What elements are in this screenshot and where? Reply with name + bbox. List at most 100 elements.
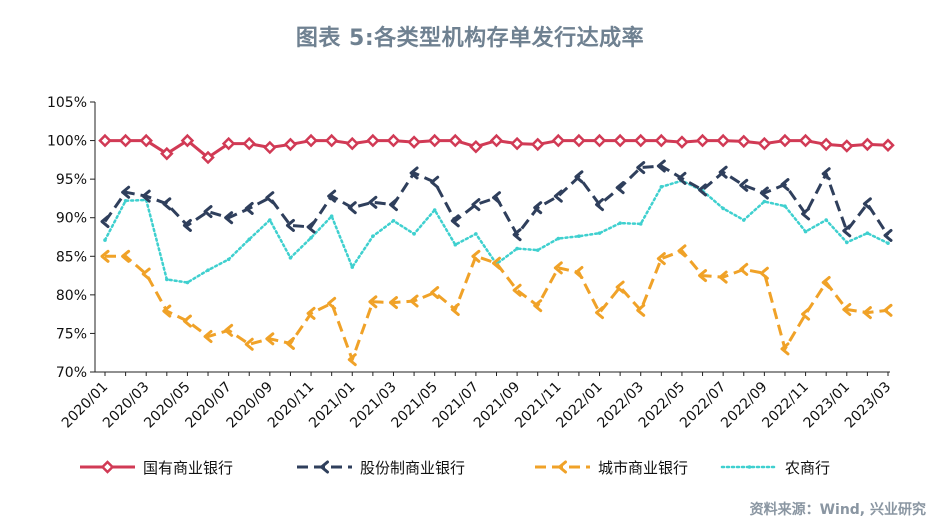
data-point-marker [350, 265, 355, 269]
data-point-marker [698, 269, 708, 283]
data-point-marker [288, 256, 293, 260]
data-point-marker [736, 134, 751, 149]
data-point-marker [535, 248, 540, 252]
data-point-marker [698, 183, 708, 197]
data-point-marker [886, 241, 890, 245]
data-point-marker [824, 218, 828, 222]
data-point-marker [162, 304, 172, 318]
data-point-marker [842, 224, 852, 238]
data-point-marker [783, 204, 787, 208]
data-point-marker [309, 235, 313, 240]
data-point-marker [677, 171, 687, 185]
legend-label: 农商行 [785, 459, 830, 477]
data-point-marker [98, 133, 112, 148]
data-point-marker [865, 231, 870, 235]
series-3 [100, 244, 893, 367]
data-point-marker [263, 140, 277, 155]
data-point-marker [613, 133, 627, 148]
data-point-marker [430, 175, 440, 189]
data-point-marker [203, 205, 213, 219]
data-point-marker [162, 197, 172, 211]
data-point-marker [244, 201, 254, 215]
data-point-marker [721, 206, 725, 211]
data-point-marker [718, 270, 728, 284]
data-point-marker [595, 306, 605, 320]
source-note: 资料来源：Wind, 兴业研究 [749, 502, 926, 518]
data-point-marker [201, 150, 215, 165]
data-point-marker [366, 133, 380, 148]
data-point-marker [123, 198, 128, 203]
data-point-marker [533, 299, 543, 313]
data-point-marker [118, 133, 133, 148]
data-point-marker [391, 219, 396, 223]
data-point-marker [636, 161, 646, 175]
data-point-marker [862, 197, 872, 211]
data-point-marker [618, 221, 622, 225]
y-tick-label: 85% [56, 249, 87, 265]
data-point-marker [347, 353, 357, 367]
legend-item-4: 农商行 [720, 459, 830, 477]
data-point-marker [558, 460, 567, 474]
data-point-marker [739, 262, 749, 276]
data-point-marker [453, 242, 458, 247]
data-point-marker [780, 342, 790, 356]
legend-label: 国有商业银行 [143, 459, 233, 477]
legend-item-3: 城市商业银行 [535, 459, 688, 477]
data-point-marker [860, 137, 875, 152]
data-point-marker [716, 133, 730, 148]
x-tick-label: 2023/03 [842, 379, 894, 431]
data-point-marker [388, 198, 398, 212]
series-2 [100, 159, 893, 242]
data-point-marker [226, 257, 231, 262]
data-point-marker [224, 323, 234, 337]
data-point-marker [320, 460, 329, 474]
data-point-marker [327, 296, 337, 310]
data-point-marker [141, 267, 151, 281]
data-point-marker [574, 265, 584, 279]
data-point-marker [327, 189, 337, 203]
data-point-marker [659, 185, 664, 189]
data-point-marker [530, 137, 545, 152]
data-point-marker [510, 136, 524, 151]
data-point-marker [409, 166, 419, 180]
y-tick-label: 100% [47, 134, 87, 150]
data-point-marker [407, 135, 421, 149]
data-point-marker [427, 133, 442, 148]
data-point-marker [100, 215, 110, 229]
data-point-marker [883, 228, 893, 242]
data-point-marker [821, 167, 831, 181]
data-point-marker [675, 135, 689, 149]
data-point-marker [492, 256, 501, 270]
data-point-marker [780, 178, 790, 192]
data-point-marker [469, 139, 483, 154]
data-point-marker [762, 199, 767, 204]
data-point-marker [695, 133, 710, 148]
data-point-marker [533, 201, 543, 215]
data-point-marker [844, 240, 849, 245]
data-point-marker [329, 214, 334, 218]
data-point-marker [242, 136, 257, 151]
data-point-marker [471, 249, 481, 263]
data-point-marker [409, 294, 419, 308]
data-point-marker [633, 133, 648, 148]
series-1 [98, 133, 895, 165]
data-point-marker [221, 136, 236, 151]
data-point-marker [306, 306, 316, 320]
data-point-marker [430, 286, 440, 300]
chart-title: 图表 5:各类型机构存单发行达成率 [295, 26, 645, 51]
data-point-marker [489, 133, 504, 148]
data-point-marker [247, 237, 252, 242]
legend-label: 股份制商业银行 [360, 459, 465, 477]
data-point-marker [638, 222, 643, 226]
data-point-marker [450, 214, 460, 228]
data-point-marker [412, 232, 416, 236]
data-point-marker [268, 218, 272, 222]
data-point-marker [677, 244, 687, 258]
data-point-marker [551, 133, 566, 148]
data-point-marker [182, 218, 192, 232]
data-point-marker [515, 246, 519, 251]
data-point-marker [492, 191, 501, 205]
data-point-marker [100, 249, 110, 263]
data-point-marker [368, 295, 378, 309]
legend-item-1: 国有商业银行 [80, 459, 233, 477]
